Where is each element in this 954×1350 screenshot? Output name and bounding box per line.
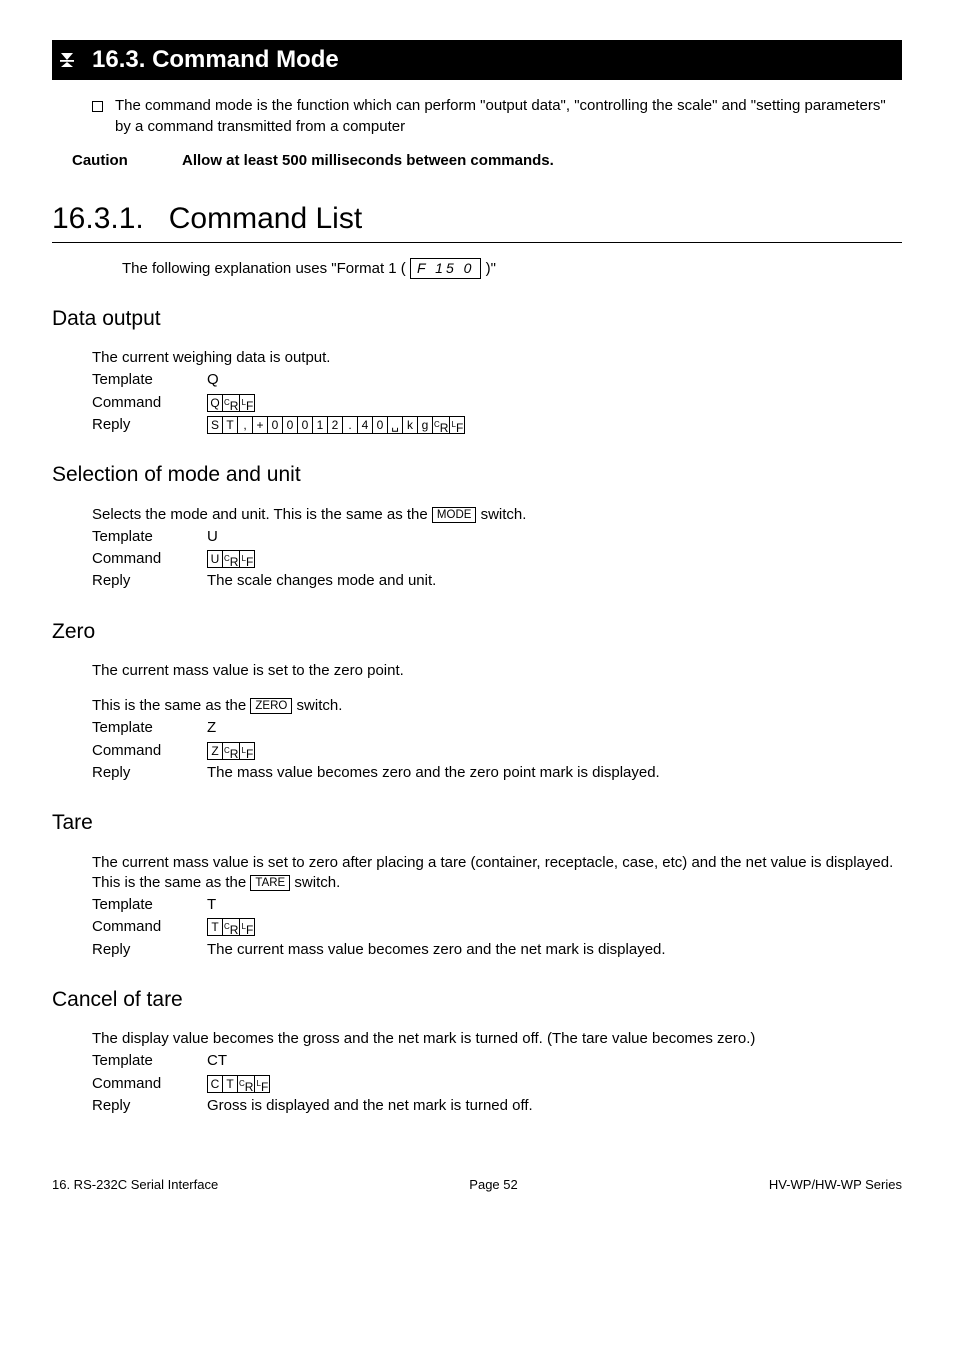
reply-cells: ST,+00012.40␣kgCRLF	[207, 416, 465, 434]
cmd-cells: UCRLF	[207, 550, 255, 568]
cmd-cells: ZCRLF	[207, 742, 255, 760]
section-title: 16.3. Command Mode	[92, 44, 339, 76]
footer-left: 16. RS-232C Serial Interface	[52, 1176, 218, 1194]
caution-text: Allow at least 500 milliseconds between …	[182, 151, 554, 171]
tare-command-row: Command TCRLF	[92, 917, 902, 937]
selection-reply-row: Reply The scale changes mode and unit.	[92, 571, 902, 591]
caution-label: Caution	[72, 151, 182, 171]
caution-row: Caution Allow at least 500 milliseconds …	[72, 151, 902, 171]
page-footer: 16. RS-232C Serial Interface Page 52 HV-…	[52, 1176, 902, 1194]
cmd-cells: TCRLF	[207, 918, 255, 936]
zero-heading: Zero	[52, 618, 902, 646]
cancel-tare-reply-row: Reply Gross is displayed and the net mar…	[92, 1096, 902, 1116]
footer-right: HV-WP/HW-WP Series	[769, 1176, 902, 1194]
zero-desc1: The current mass value is set to the zer…	[92, 661, 902, 681]
cmd-cells: QCRLF	[207, 394, 255, 412]
selection-desc: Selects the mode and unit. This is the s…	[92, 505, 902, 525]
tare-key: TARE	[250, 875, 290, 891]
zero-key: ZERO	[250, 698, 292, 714]
data-output-reply-row: Reply ST,+00012.40␣kgCRLF	[92, 415, 902, 435]
tare-desc: The current mass value is set to zero af…	[92, 853, 902, 894]
zero-reply-row: Reply The mass value becomes zero and th…	[92, 763, 902, 783]
tare-heading: Tare	[52, 809, 902, 837]
data-output-heading: Data output	[52, 305, 902, 333]
zero-command-row: Command ZCRLF	[92, 741, 902, 761]
cancel-tare-desc: The display value becomes the gross and …	[92, 1029, 902, 1049]
cancel-tare-heading: Cancel of tare	[52, 986, 902, 1014]
selection-template-row: Template U	[92, 527, 902, 547]
mode-key: MODE	[432, 507, 477, 523]
intro-bullet: The command mode is the function which c…	[92, 96, 902, 137]
format-intro: The following explanation uses "Format 1…	[122, 258, 902, 279]
cancel-tare-template-row: Template CT	[92, 1051, 902, 1071]
selection-heading: Selection of mode and unit	[52, 461, 902, 489]
cancel-tare-command-row: Command CTCRLF	[92, 1074, 902, 1094]
down-arrow-icon	[52, 45, 82, 75]
intro-text: The command mode is the function which c…	[115, 96, 902, 137]
data-output-command-row: Command QCRLF	[92, 393, 902, 413]
footer-center: Page 52	[469, 1176, 517, 1194]
selection-command-row: Command UCRLF	[92, 549, 902, 569]
square-bullet-icon	[92, 101, 103, 112]
tare-template-row: Template T	[92, 895, 902, 915]
data-output-template-row: Template Q	[92, 370, 902, 390]
cmd-cells: CTCRLF	[207, 1075, 270, 1093]
format-box: F 15 0	[410, 258, 481, 279]
zero-desc2: This is the same as the ZERO switch.	[92, 696, 902, 716]
tare-reply-row: Reply The current mass value becomes zer…	[92, 940, 902, 960]
zero-template-row: Template Z	[92, 718, 902, 738]
subsection-title: 16.3.1. Command List	[52, 199, 902, 243]
section-header: 16.3. Command Mode	[52, 40, 902, 80]
data-output-desc: The current weighing data is output.	[92, 348, 902, 368]
